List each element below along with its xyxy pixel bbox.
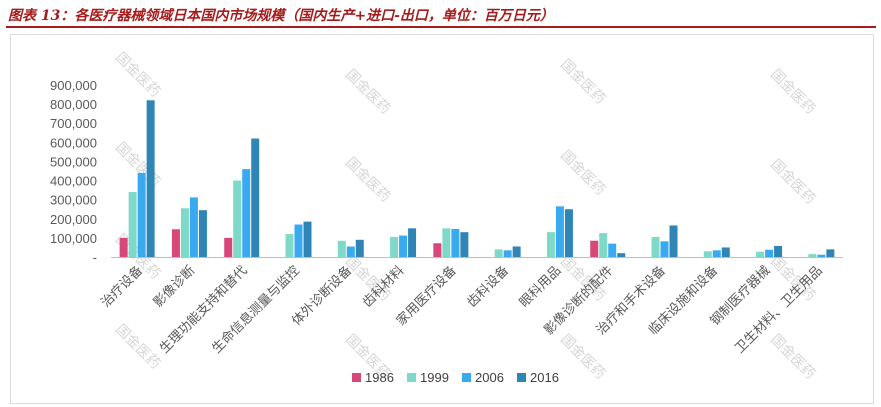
bar-2006 xyxy=(712,250,721,257)
y-tick-label: 400,000 xyxy=(50,174,97,189)
y-tick-label: 600,000 xyxy=(50,135,97,150)
bar-1999 xyxy=(599,233,608,257)
bar-2006 xyxy=(555,206,564,257)
x-category-label: 生命信息测量与监控 xyxy=(209,263,303,357)
y-tick-label: 900,000 xyxy=(50,78,97,93)
bar-2006 xyxy=(608,243,617,257)
x-category-label: 生理功能支持和替代 xyxy=(157,263,250,356)
bar-1999 xyxy=(756,251,765,257)
bar-2016 xyxy=(826,249,835,257)
watermark-text: 国金医药 xyxy=(342,155,393,206)
bar-2016 xyxy=(303,221,312,257)
legend-swatch-1986 xyxy=(352,373,361,382)
chart-frame xyxy=(10,34,874,404)
bar-1986 xyxy=(433,243,442,257)
bar-2006 xyxy=(242,169,251,257)
bar-2006 xyxy=(660,241,669,257)
bar-1999 xyxy=(651,236,660,257)
watermark-text: 国金医药 xyxy=(557,57,608,108)
y-tick-label: - xyxy=(93,250,97,265)
legend-label-1999: 1999 xyxy=(420,370,449,385)
bar-2016 xyxy=(721,247,730,257)
watermark-text: 国金医药 xyxy=(112,140,163,191)
legend-label-2006: 2006 xyxy=(475,370,504,385)
bar-1999 xyxy=(546,232,555,257)
legend-label-2016: 2016 xyxy=(530,370,559,385)
bar-1986 xyxy=(171,229,180,257)
legend-swatch-2016 xyxy=(517,373,526,382)
bar-1999 xyxy=(180,208,189,257)
bar-2006 xyxy=(503,250,512,257)
bar-2006 xyxy=(817,254,826,257)
bar-1999 xyxy=(494,249,503,257)
bar-1999 xyxy=(128,192,137,257)
bar-2016 xyxy=(460,232,469,257)
bar-2006 xyxy=(765,249,774,257)
bar-1999 xyxy=(390,236,399,257)
bar-2016 xyxy=(617,253,626,257)
watermark-text: 国金医药 xyxy=(767,157,818,208)
watermark-text: 国金医药 xyxy=(112,50,163,101)
bar-2006 xyxy=(451,228,460,257)
watermark-text: 国金医药 xyxy=(557,332,608,383)
figure-title: 图表 13：各医疗器械领域日本国内市场规模（国内生产+进口-出口，单位：百万日元… xyxy=(8,8,554,24)
bar-2006 xyxy=(346,246,355,257)
bar-2006 xyxy=(137,172,146,257)
figure-title-bar: 图表 13：各医疗器械领域日本国内市场规模（国内生产+进口-出口，单位：百万日元… xyxy=(6,4,876,28)
bar-1999 xyxy=(337,240,346,257)
x-category-label: 眼科用品 xyxy=(517,263,564,310)
legend-swatch-1999 xyxy=(407,373,416,382)
y-tick-label: 500,000 xyxy=(50,154,97,169)
watermark-text: 国金医药 xyxy=(767,67,818,118)
bar-2016 xyxy=(198,210,207,257)
watermark-text: 国金医药 xyxy=(112,322,163,373)
x-category-label: 治疗设备 xyxy=(98,263,146,311)
bar-1999 xyxy=(233,180,242,257)
bar-2016 xyxy=(774,245,783,257)
bar-1986 xyxy=(224,237,233,257)
bar-2016 xyxy=(146,100,155,258)
bar-1999 xyxy=(808,254,817,257)
bar-1999 xyxy=(285,234,294,257)
legend-label-1986: 1986 xyxy=(365,370,394,385)
y-tick-label: 100,000 xyxy=(50,231,97,246)
legend-swatch-2006 xyxy=(462,373,471,382)
x-category-label: 齿科设备 xyxy=(464,263,512,311)
bar-2016 xyxy=(408,228,417,257)
bar-1986 xyxy=(119,237,128,257)
bar-2006 xyxy=(189,197,198,257)
y-tick-label: 200,000 xyxy=(50,212,97,227)
bar-2016 xyxy=(669,225,678,257)
bar-2016 xyxy=(564,209,573,257)
bar-2016 xyxy=(251,138,260,257)
bar-2006 xyxy=(294,224,303,257)
y-tick-label: 300,000 xyxy=(50,193,97,208)
bar-1999 xyxy=(442,228,451,257)
y-tick-label: 800,000 xyxy=(50,97,97,112)
bar-1986 xyxy=(590,240,599,257)
bar-2016 xyxy=(355,239,364,257)
bar-2006 xyxy=(399,235,408,257)
bar-2016 xyxy=(512,246,521,257)
watermark-text: 国金医药 xyxy=(342,67,393,118)
watermark-text: 国金医药 xyxy=(557,148,608,199)
y-tick-label: 700,000 xyxy=(50,116,97,131)
bar-1999 xyxy=(703,251,712,257)
watermark-text: 国金医药 xyxy=(767,332,818,383)
